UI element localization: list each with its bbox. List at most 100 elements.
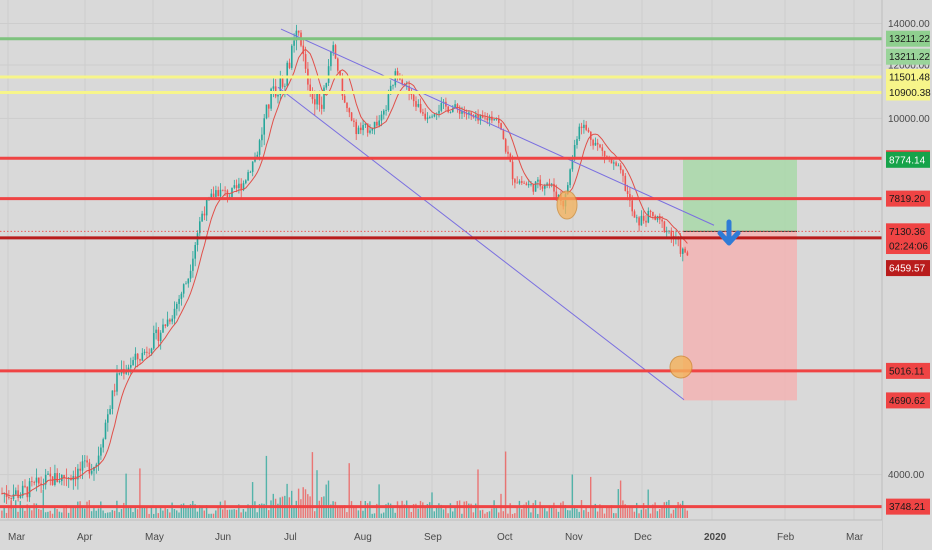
volume-bar bbox=[286, 483, 288, 518]
volume-bar bbox=[429, 502, 431, 518]
volume-bar bbox=[224, 500, 226, 518]
volume-bar bbox=[376, 503, 378, 518]
x-tick-label: Mar bbox=[8, 532, 26, 543]
volume-bar bbox=[447, 513, 449, 518]
axis-badge: 7130.36 bbox=[889, 227, 926, 238]
volume-bar bbox=[300, 499, 302, 518]
level-badge: 10900.38 bbox=[889, 88, 931, 99]
y-tick-label: 10000.00 bbox=[888, 114, 930, 125]
x-tick-label: Aug bbox=[354, 532, 372, 543]
volume-bar bbox=[164, 507, 166, 518]
candle-body bbox=[47, 473, 49, 475]
level-badge-bg bbox=[886, 68, 930, 85]
volume-bar bbox=[613, 513, 615, 518]
candle-body bbox=[309, 84, 311, 93]
candle-body bbox=[424, 113, 426, 120]
volume-bar bbox=[49, 510, 51, 518]
volume-bar bbox=[580, 500, 583, 518]
candle-body bbox=[525, 183, 528, 186]
volume-bar bbox=[661, 507, 663, 518]
volume-bar bbox=[314, 511, 316, 518]
volume-bar bbox=[435, 506, 438, 518]
volume-bar bbox=[479, 510, 481, 518]
candle-body bbox=[378, 120, 380, 126]
candle-body bbox=[557, 194, 560, 198]
volume-bar bbox=[233, 509, 235, 518]
volume-bar bbox=[463, 501, 465, 518]
candle-body bbox=[291, 45, 293, 68]
volume-bar bbox=[686, 510, 688, 518]
candle-body bbox=[258, 140, 261, 155]
candle-body bbox=[148, 352, 150, 354]
volume-bar bbox=[567, 510, 569, 518]
candle-body bbox=[8, 497, 10, 498]
volume-bar bbox=[640, 509, 642, 518]
candle-body bbox=[97, 455, 100, 465]
candle-body bbox=[373, 121, 376, 129]
volume-bar bbox=[504, 451, 507, 518]
volume-bar bbox=[392, 506, 394, 518]
candle-body bbox=[95, 464, 98, 467]
candle-body bbox=[360, 127, 362, 131]
volume-bar bbox=[599, 504, 601, 518]
candle-body bbox=[553, 183, 555, 192]
volume-bar bbox=[70, 505, 72, 518]
volume-bar bbox=[663, 502, 665, 518]
volume-bar bbox=[341, 506, 343, 518]
volume-bar bbox=[656, 511, 659, 518]
candle-body bbox=[150, 348, 153, 353]
candle-body bbox=[369, 130, 371, 133]
volume-bar bbox=[521, 509, 523, 518]
volume-bar bbox=[210, 513, 212, 518]
candle-body bbox=[603, 150, 606, 157]
volume-bar bbox=[270, 500, 272, 518]
volume-bar bbox=[258, 504, 261, 518]
volume-bar bbox=[297, 488, 300, 518]
volume-bar bbox=[424, 507, 426, 518]
volume-bar bbox=[498, 512, 500, 518]
volume-bar bbox=[514, 513, 516, 518]
volume-bar bbox=[537, 513, 539, 518]
volume-bar bbox=[330, 504, 332, 518]
volume-bar bbox=[339, 506, 341, 518]
volume-bar bbox=[42, 489, 44, 518]
volume-bar bbox=[383, 512, 385, 518]
volume-bar bbox=[475, 503, 477, 518]
volume-bar bbox=[654, 502, 656, 518]
volume-bar bbox=[104, 513, 107, 518]
candle-body bbox=[311, 92, 314, 100]
volume-bar bbox=[465, 501, 468, 518]
candle-body bbox=[426, 117, 429, 120]
candle-body bbox=[15, 490, 17, 495]
candle-body bbox=[162, 324, 164, 333]
candle-body bbox=[12, 494, 15, 499]
channel-lower-line bbox=[277, 86, 685, 401]
volume-bar bbox=[594, 503, 596, 518]
volume-bar bbox=[645, 509, 647, 518]
volume-bar bbox=[364, 501, 366, 518]
volume-bar bbox=[481, 509, 484, 518]
volume-bar bbox=[5, 512, 8, 518]
volume-bar bbox=[585, 506, 587, 518]
candle-body bbox=[516, 182, 518, 184]
volume-bar bbox=[617, 489, 619, 518]
volume-bar bbox=[113, 510, 116, 518]
volume-bar bbox=[192, 500, 194, 518]
volume-bar bbox=[380, 513, 383, 518]
volume-bar bbox=[33, 503, 35, 518]
candle-body bbox=[440, 103, 443, 111]
candle-body bbox=[187, 278, 190, 284]
candle-body bbox=[652, 212, 654, 216]
volume-bar bbox=[410, 511, 412, 518]
candle-body bbox=[686, 252, 689, 256]
candle-body bbox=[134, 353, 137, 361]
candle-body bbox=[387, 94, 390, 111]
candle-body bbox=[201, 213, 203, 222]
candle-body bbox=[245, 180, 247, 184]
candle-body bbox=[153, 333, 155, 349]
volume-bar bbox=[401, 500, 403, 518]
down-arrow-icon bbox=[717, 219, 741, 246]
candle-body bbox=[355, 121, 357, 135]
candle-body bbox=[438, 110, 440, 114]
